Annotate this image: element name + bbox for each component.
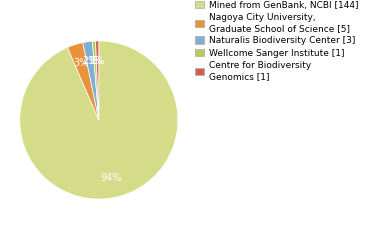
Wedge shape [96,41,99,120]
Text: 94%: 94% [100,173,122,183]
Text: 2%: 2% [83,56,98,66]
Wedge shape [92,41,99,120]
Text: 1%: 1% [90,56,105,66]
Wedge shape [83,41,99,120]
Legend: Mined from GenBank, NCBI [144], Nagoya City University,
Graduate School of Scien: Mined from GenBank, NCBI [144], Nagoya C… [195,0,359,82]
Wedge shape [67,42,99,120]
Wedge shape [20,41,178,199]
Text: 1%: 1% [87,56,103,66]
Text: 3%: 3% [73,59,89,68]
